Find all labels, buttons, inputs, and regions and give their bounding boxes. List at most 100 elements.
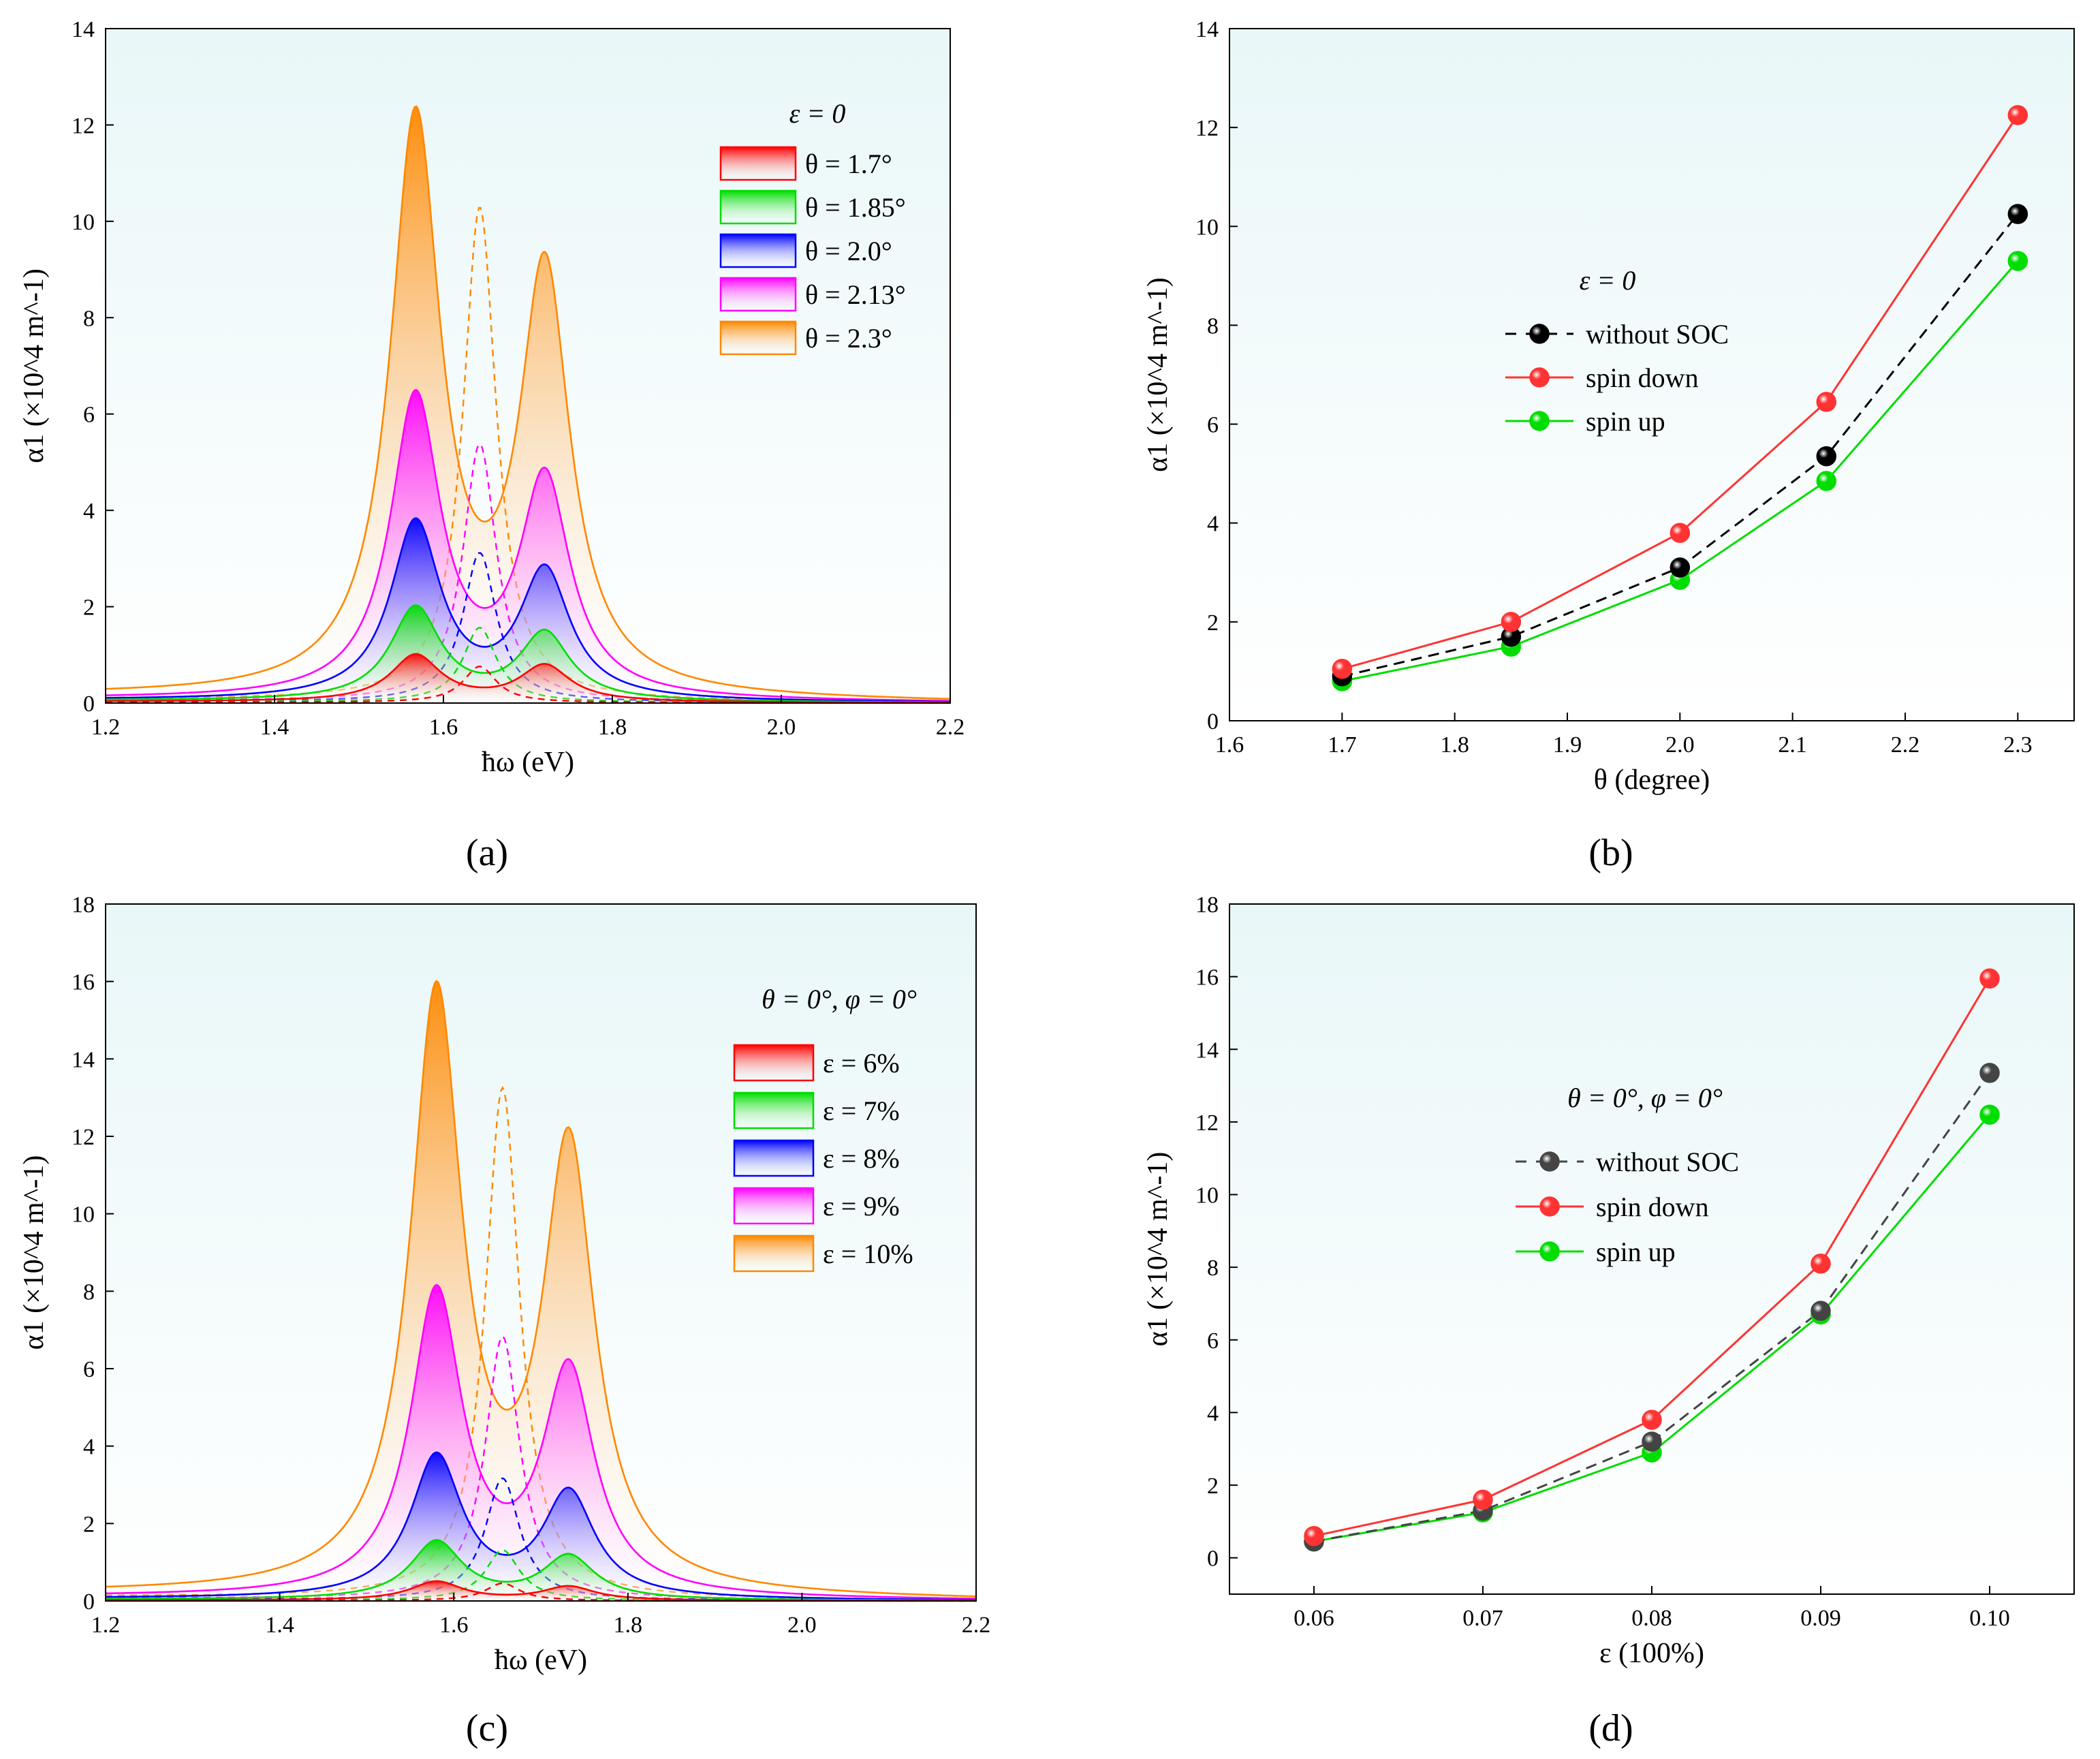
- x-tick-label: 1.4: [260, 715, 289, 740]
- x-tick-label: 1.6: [429, 715, 458, 740]
- legend-label-1: without SOC: [1596, 1147, 1739, 1177]
- y-tick-label: 10: [1195, 215, 1219, 240]
- x-tick-label: 2.0: [1665, 732, 1695, 758]
- y-tick-label: 6: [1207, 413, 1219, 438]
- legend-label-1: ε = 6%: [823, 1048, 900, 1078]
- y-tick-label: 18: [72, 892, 95, 918]
- y-tick-label: 8: [83, 306, 95, 331]
- panel-c: 1.2 1.4 1.6 1.8 2.0 2.2 0 2 4 6 8 10 12 14 16 18 ħω (eV)…: [18, 892, 990, 1676]
- legend-label-4: ε = 9%: [823, 1191, 900, 1221]
- y-tick-label: 10: [1195, 1183, 1219, 1209]
- y-tick-label: 8: [83, 1279, 95, 1305]
- data-point: [2007, 105, 2028, 125]
- area-fill-4: [106, 390, 950, 703]
- x-axis-label: θ (degree): [1594, 764, 1710, 796]
- y-tick-label: 2: [1207, 610, 1219, 636]
- y-axis-label: α1 (×10^4 m^-1): [18, 1155, 50, 1350]
- data-point: [1979, 1104, 2000, 1125]
- x-tick-label: 0.08: [1631, 1606, 1672, 1631]
- area-line-3: [106, 1451, 976, 1601]
- data-point: [1979, 1063, 2000, 1083]
- x-tick-label: 2.0: [767, 715, 796, 740]
- data-point: [1816, 446, 1837, 467]
- x-tick-label: 0.07: [1462, 1606, 1503, 1631]
- data-point: [1979, 968, 2000, 989]
- legend-label-2: spin down: [1586, 362, 1699, 393]
- x-tick-label: 2.2: [1891, 732, 1920, 758]
- legend-title: ε = 0: [1580, 265, 1636, 296]
- data-point: [1816, 471, 1837, 491]
- x-tick-label: 1.4: [265, 1613, 294, 1638]
- legend-label-5: ε = 10%: [823, 1239, 913, 1269]
- y-tick-label: 10: [72, 1202, 95, 1228]
- legend-title: ε = 0: [789, 98, 846, 129]
- x-tick-label: 0.06: [1294, 1606, 1334, 1631]
- legend-swatch-1: [733, 1044, 815, 1082]
- area-line-5: [105, 980, 977, 1598]
- x-tick-label: 1.2: [91, 715, 121, 740]
- x-axis-label: ħω (eV): [482, 747, 574, 778]
- legend-marker-2: [1529, 367, 1550, 388]
- area-line-4: [105, 1283, 977, 1600]
- y-axis-label: α1 (×10^4 m^-1): [1142, 1152, 1174, 1347]
- x-tick-label: 1.6: [439, 1613, 469, 1638]
- legend-swatch-4: [733, 1187, 815, 1225]
- panel-label-b: (b): [1588, 832, 1633, 874]
- x-tick-label: 1.6: [1215, 732, 1244, 758]
- x-tick-label: 1.8: [614, 1613, 643, 1638]
- legend-label-5: θ = 2.3°: [805, 323, 892, 354]
- legend-marker-3: [1539, 1241, 1560, 1262]
- area-fill-3: [106, 518, 950, 703]
- plot-background: [1229, 904, 2074, 1594]
- data-point: [1473, 1489, 1493, 1510]
- data-point: [1811, 1254, 1831, 1274]
- y-tick-label: 10: [72, 210, 95, 235]
- y-tick-label: 4: [83, 499, 95, 524]
- y-tick-label: 2: [1207, 1474, 1219, 1499]
- x-tick-label: 2.0: [787, 1613, 817, 1638]
- x-tick-label: 1.8: [1440, 732, 1469, 758]
- panel-label-d: (d): [1588, 1707, 1633, 1749]
- area-fill-2: [106, 605, 950, 703]
- legend-swatch-3: [719, 233, 797, 268]
- y-tick-label: 12: [72, 113, 95, 138]
- legend-label-3: spin up: [1586, 406, 1665, 437]
- y-tick-label: 2: [83, 1512, 95, 1537]
- legend-swatch-3: [733, 1139, 815, 1177]
- x-tick-label: 0.10: [1969, 1606, 2010, 1631]
- y-tick-label: 14: [72, 17, 95, 42]
- area-fill-5: [106, 106, 950, 703]
- legend-marker-1: [1539, 1151, 1560, 1172]
- y-tick-label: 18: [1195, 892, 1219, 918]
- y-tick-label: 6: [1207, 1328, 1219, 1354]
- y-tick-label: 4: [83, 1435, 95, 1460]
- panel-label-a: (a): [466, 832, 508, 874]
- legend-swatch-5: [719, 320, 797, 356]
- panel-b: 1.6 1.7 1.8 1.9 2.0 2.1 2.2 2.3 0 2 4 6 8 10 12 14 θ (de…: [1142, 17, 2075, 796]
- x-tick-label: 0.09: [1800, 1606, 1841, 1631]
- legend-label-1: θ = 1.7°: [805, 149, 892, 179]
- legend-title: θ = 0°, φ = 0°: [762, 984, 917, 1014]
- data-point: [1811, 1301, 1831, 1321]
- data-point: [1670, 557, 1691, 578]
- y-tick-label: 6: [83, 403, 95, 428]
- area-line-5: [105, 105, 951, 700]
- panel-label-c: (c): [466, 1707, 508, 1749]
- y-tick-label: 2: [83, 595, 95, 621]
- y-tick-label: 14: [1195, 17, 1219, 42]
- plot-frame: [1229, 28, 2075, 721]
- legend-label-3: spin up: [1596, 1236, 1676, 1267]
- data-point: [1642, 1410, 1662, 1430]
- legend-marker-2: [1539, 1196, 1560, 1217]
- plot-frame: [105, 28, 951, 704]
- legend-title: θ = 0°, φ = 0°: [1567, 1083, 1723, 1113]
- legend-label-4: θ = 2.13°: [805, 279, 906, 310]
- area-fill-1: [106, 1581, 976, 1601]
- y-axis-label: α1 (×10^4 m^-1): [18, 268, 50, 463]
- data-point: [1816, 392, 1837, 412]
- x-axis-label: ħω (eV): [495, 1645, 587, 1676]
- data-point: [2007, 204, 2028, 224]
- y-tick-label: 8: [1207, 1256, 1219, 1281]
- area-line-4: [106, 388, 950, 702]
- legend-swatch-2: [733, 1091, 815, 1130]
